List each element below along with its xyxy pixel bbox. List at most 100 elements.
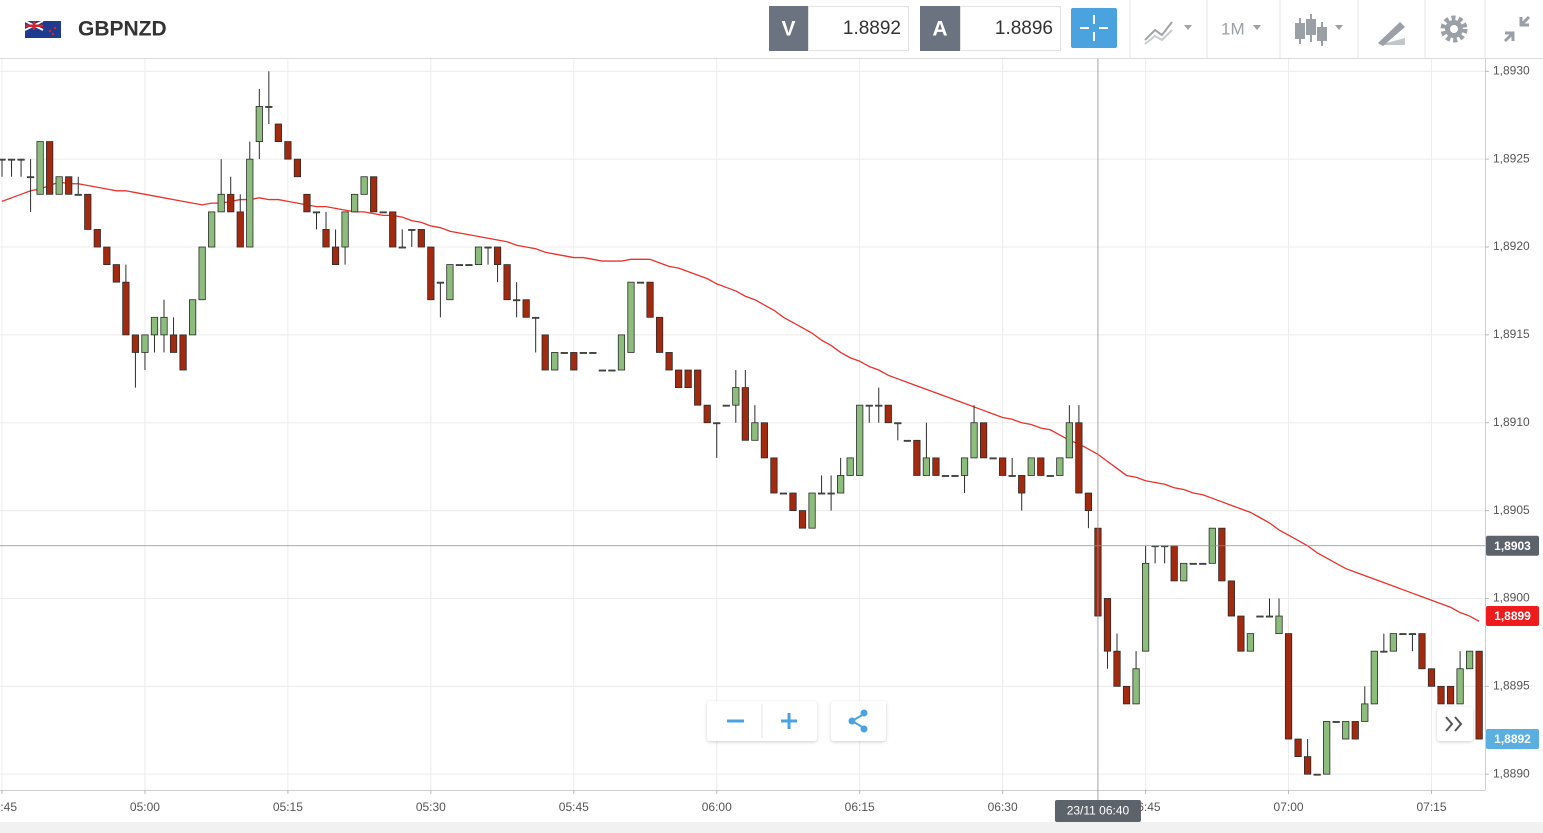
price-marker-tag <box>1486 606 1539 627</box>
zoom-in-button[interactable] <box>762 701 817 741</box>
y-tick-label: 1,8900 <box>1493 591 1530 605</box>
candle-body <box>122 281 130 336</box>
candle-body <box>894 422 902 425</box>
candle-body <box>265 106 273 108</box>
candle-body <box>1199 562 1207 565</box>
y-tick-label: 1,8895 <box>1493 678 1530 692</box>
candle-body <box>312 211 321 214</box>
candle-body <box>398 246 406 249</box>
header: GBPNZD V 1.8892 A 1.8896 1M <box>0 0 1543 59</box>
candle-body <box>179 334 187 371</box>
candle-body <box>837 475 845 494</box>
candle-body <box>208 211 216 248</box>
candle-body <box>1399 633 1407 636</box>
candle-body <box>1218 527 1226 582</box>
candle-body <box>65 176 73 195</box>
candle-body <box>17 158 25 161</box>
candle-body <box>103 246 111 265</box>
candle-body <box>1313 773 1321 776</box>
candle-body <box>665 352 673 371</box>
candle-body <box>198 246 206 301</box>
buy-price-box <box>960 6 1061 51</box>
candle-body <box>703 404 711 424</box>
share-button[interactable] <box>831 701 886 741</box>
timeframe-label: 1M <box>1221 19 1245 38</box>
candle-body <box>513 299 521 302</box>
candle-body <box>913 439 921 476</box>
candle-body <box>903 439 911 442</box>
candle-body <box>150 316 159 336</box>
candle-body <box>675 369 683 388</box>
price-marker-label: 1,8899 <box>1494 609 1531 623</box>
candle-body <box>1351 721 1359 740</box>
candle-body <box>284 141 292 160</box>
candle-body <box>1284 633 1293 740</box>
candle-body <box>484 246 492 249</box>
sell-price: 1.8892 <box>843 18 901 39</box>
candle-body <box>1427 668 1436 687</box>
candle-body <box>570 352 578 371</box>
candle-body <box>1103 598 1112 652</box>
candle-body <box>932 457 940 476</box>
candle-body <box>1084 492 1093 512</box>
candle-body <box>246 158 254 248</box>
candle-body <box>579 352 587 354</box>
candle-body <box>551 352 559 371</box>
drawing-tools-button[interactable] <box>1378 22 1405 46</box>
y-tick-label: 1,8925 <box>1493 151 1530 165</box>
candle-body <box>236 211 244 248</box>
scroll-to-end-button[interactable] <box>1437 707 1473 741</box>
candle-body <box>1323 721 1331 775</box>
sell-button[interactable] <box>769 6 808 51</box>
candle-body <box>1380 650 1388 653</box>
candle-body <box>732 387 740 406</box>
candle-body <box>789 492 797 512</box>
candle-body <box>1446 685 1455 705</box>
candle-body <box>1256 615 1264 618</box>
candle-body <box>779 492 788 495</box>
chart-type-button[interactable] <box>1144 21 1192 45</box>
candle-body <box>1132 668 1140 705</box>
candle-body <box>1046 475 1054 477</box>
candle-body <box>1370 650 1378 705</box>
candle-style-button[interactable] <box>1295 14 1343 46</box>
zoom-out-button[interactable] <box>707 701 762 741</box>
candle-body <box>1275 615 1283 635</box>
candle-body <box>446 264 454 301</box>
candle-body <box>389 211 397 248</box>
candle-body <box>36 141 44 195</box>
candle-body <box>1237 615 1245 652</box>
grid <box>0 59 1485 790</box>
candle-body <box>217 193 225 213</box>
candle-body <box>1265 615 1274 618</box>
candle-body <box>474 246 483 265</box>
settings-button[interactable] <box>1440 15 1468 43</box>
crosshair-button[interactable] <box>1071 8 1117 48</box>
candle-body <box>1294 738 1302 758</box>
x-tick-label: 07:00 <box>1274 800 1304 814</box>
candle-body <box>1018 475 1026 494</box>
crosshair-price-label: 1,8903 <box>1494 539 1531 553</box>
timeframe-button[interactable]: 1M <box>1221 19 1261 38</box>
candle-body <box>93 229 101 248</box>
toolbar-separators <box>1129 0 1486 58</box>
candle-body <box>1027 457 1035 476</box>
collapse-button[interactable] <box>1503 15 1531 43</box>
candle-body <box>370 176 378 213</box>
candle-body <box>1037 457 1045 476</box>
candle-body <box>646 281 654 318</box>
y-tick-label: 1,8930 <box>1493 63 1530 77</box>
candle-body <box>1304 756 1312 775</box>
candle-body <box>255 106 263 142</box>
bottom-bar <box>0 822 1543 833</box>
candle-body <box>817 492 826 495</box>
candle-body <box>322 229 330 248</box>
candle-body <box>351 193 359 213</box>
buy-label: A <box>932 18 947 41</box>
candle-body <box>188 299 197 336</box>
buy-button[interactable] <box>920 6 960 51</box>
y-tick-label: 1,8915 <box>1493 327 1530 341</box>
plot <box>0 71 1483 776</box>
crosshair-time-tag <box>1054 800 1141 822</box>
